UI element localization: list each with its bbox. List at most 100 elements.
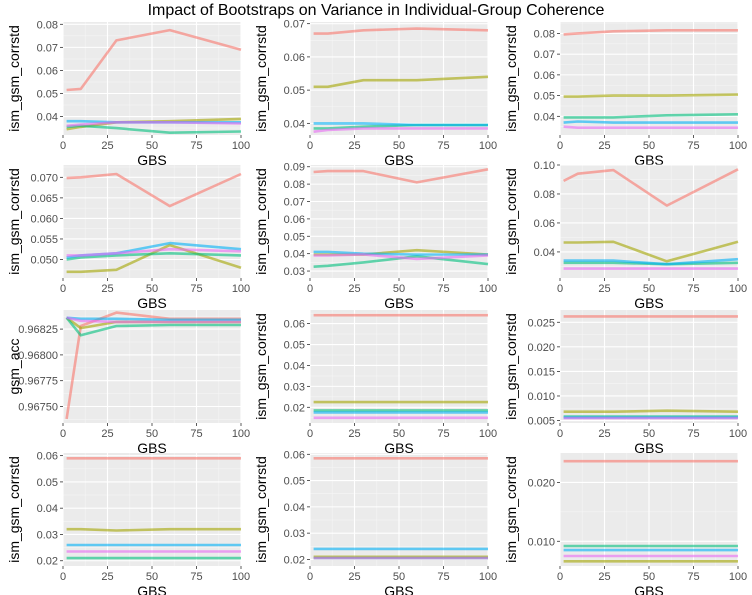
y-tick-label: 0.05 — [534, 91, 555, 103]
series-line — [313, 168, 489, 184]
y-axis-title: ism_gsm_corrstd — [503, 456, 519, 563]
x-tick-label: 0 — [307, 283, 313, 295]
y-tick-label: 0.96775 — [18, 376, 58, 388]
y-axis-title: ism_gsm_corrstd — [253, 25, 269, 132]
y-tick-label: 0.03 — [284, 381, 305, 393]
y-tick-label: 0.06 — [534, 218, 555, 230]
y-tick-label: 0.08 — [37, 19, 58, 31]
y-tick-label: 0.09 — [284, 162, 305, 174]
x-tick-label: 25 — [348, 283, 360, 295]
x-tick-label: 0 — [307, 140, 313, 152]
x-tick-label: 0 — [60, 428, 66, 440]
x-tick-label: 75 — [190, 571, 202, 583]
y-tick-label: 0.06 — [37, 65, 58, 77]
facet-panel: 0 25 50 75 100 0.04 0.05 0.06 0.07 0.08 GBS ism_gsm… — [6, 19, 250, 168]
x-tick-label: 0 — [557, 140, 563, 152]
x-axis-title: GBS — [634, 295, 664, 311]
y-tick-label: 0.020 — [527, 477, 555, 489]
x-tick-label: 50 — [393, 428, 405, 440]
series-line — [313, 127, 488, 133]
y-tick-label: 0.96800 — [18, 350, 58, 362]
y-tick-label: 0.04 — [284, 360, 305, 372]
x-axis-title: GBS — [384, 440, 414, 456]
x-tick-label: 0 — [557, 283, 563, 295]
figure-title: Impact of Bootstraps on Variance in Indi… — [147, 2, 605, 19]
y-tick-label: 0.04 — [534, 111, 555, 123]
y-tick-label: 0.02 — [284, 554, 305, 566]
x-axis-title: GBS — [634, 152, 664, 168]
y-tick-label: 0.06 — [284, 52, 305, 64]
y-axis-title: ism_gsm_corrstd — [503, 168, 519, 275]
y-tick-label: 0.04 — [284, 502, 305, 514]
series-line — [66, 316, 241, 324]
y-tick-label: 0.08 — [534, 28, 555, 40]
x-tick-label: 50 — [643, 571, 655, 583]
facet-panel: 0 25 50 75 100 0.050 0.055 0.060 0.065 0.070 GBS is… — [6, 165, 250, 311]
series-line — [66, 243, 242, 274]
series-line — [563, 257, 739, 266]
x-tick-label: 100 — [232, 283, 250, 295]
series-line — [66, 121, 242, 128]
series-line — [313, 75, 489, 89]
facet-panel: 0 25 50 75 100 0.03 0.04 0.05 0.06 0.07 0.08 0.09 GB… — [253, 162, 497, 311]
facet-panel: 0 25 50 75 100 0.02 0.03 0.04 0.05 0.06 GBS ism_gsm… — [253, 449, 497, 595]
y-tick-label: 0.025 — [527, 317, 555, 329]
y-tick-label: 0.04 — [534, 247, 555, 259]
x-tick-label: 100 — [479, 571, 497, 583]
x-tick-label: 25 — [101, 571, 113, 583]
x-tick-label: 25 — [101, 140, 113, 152]
x-tick-label: 50 — [643, 283, 655, 295]
x-tick-label: 75 — [437, 428, 449, 440]
x-tick-label: 0 — [557, 428, 563, 440]
y-tick-label: 0.04 — [284, 249, 305, 261]
x-tick-label: 75 — [437, 283, 449, 295]
series-line — [563, 113, 739, 119]
x-tick-label: 100 — [729, 428, 747, 440]
x-tick-label: 50 — [643, 140, 655, 152]
facet-panel: 0 25 50 75 100 0.02 0.03 0.04 0.05 0.06 GBS ism_gsm… — [253, 310, 497, 456]
x-tick-label: 50 — [146, 140, 158, 152]
x-tick-label: 50 — [393, 571, 405, 583]
y-axis-title: ism_gsm_corrstd — [503, 25, 519, 132]
x-tick-label: 100 — [479, 428, 497, 440]
x-axis-title: GBS — [384, 295, 414, 311]
x-tick-label: 100 — [729, 140, 747, 152]
x-tick-label: 100 — [729, 283, 747, 295]
x-tick-label: 100 — [479, 140, 497, 152]
y-tick-label: 0.04 — [37, 112, 58, 124]
y-tick-label: 0.055 — [30, 234, 58, 246]
facet-panel: 0 25 50 75 100 0.010 0.020 GBS ism_gsm_corrstd — [503, 453, 747, 595]
y-tick-label: 0.03 — [284, 266, 305, 278]
x-tick-label: 75 — [687, 140, 699, 152]
x-tick-label: 50 — [643, 428, 655, 440]
x-tick-label: 100 — [232, 571, 250, 583]
x-axis-title: GBS — [634, 583, 664, 595]
y-tick-label: 0.96825 — [18, 324, 58, 336]
series-line — [563, 409, 739, 414]
y-tick-label: 0.02 — [284, 402, 305, 414]
series-line — [66, 527, 241, 532]
y-tick-label: 0.060 — [30, 213, 58, 225]
x-tick-label: 50 — [393, 140, 405, 152]
x-tick-label: 100 — [729, 571, 747, 583]
y-tick-label: 0.070 — [30, 172, 58, 184]
x-axis-title: GBS — [137, 583, 167, 595]
y-tick-label: 0.065 — [30, 193, 58, 205]
x-tick-label: 25 — [348, 571, 360, 583]
y-tick-label: 0.96750 — [18, 401, 58, 413]
y-tick-label: 0.07 — [284, 19, 305, 31]
x-tick-label: 25 — [598, 571, 610, 583]
x-tick-label: 100 — [479, 283, 497, 295]
y-tick-label: 0.06 — [284, 449, 305, 461]
series-line — [313, 253, 489, 261]
y-tick-label: 0.03 — [284, 528, 305, 540]
series-line — [66, 252, 242, 261]
facet-panel: 0 25 50 75 100 0.04 0.06 0.08 0.10 GBS ism_gsm_cor… — [503, 160, 747, 311]
facet-panel: 0 25 50 75 100 0.04 0.05 0.06 0.07 GBS ism_gsm_cor… — [253, 19, 497, 168]
x-tick-label: 75 — [190, 428, 202, 440]
x-tick-label: 75 — [190, 283, 202, 295]
x-tick-label: 25 — [598, 140, 610, 152]
facet-panel: 0 25 50 75 100 0.04 0.05 0.06 0.07 0.08 GBS ism_gsm… — [503, 22, 747, 168]
series-line — [66, 247, 242, 257]
x-tick-label: 75 — [687, 571, 699, 583]
